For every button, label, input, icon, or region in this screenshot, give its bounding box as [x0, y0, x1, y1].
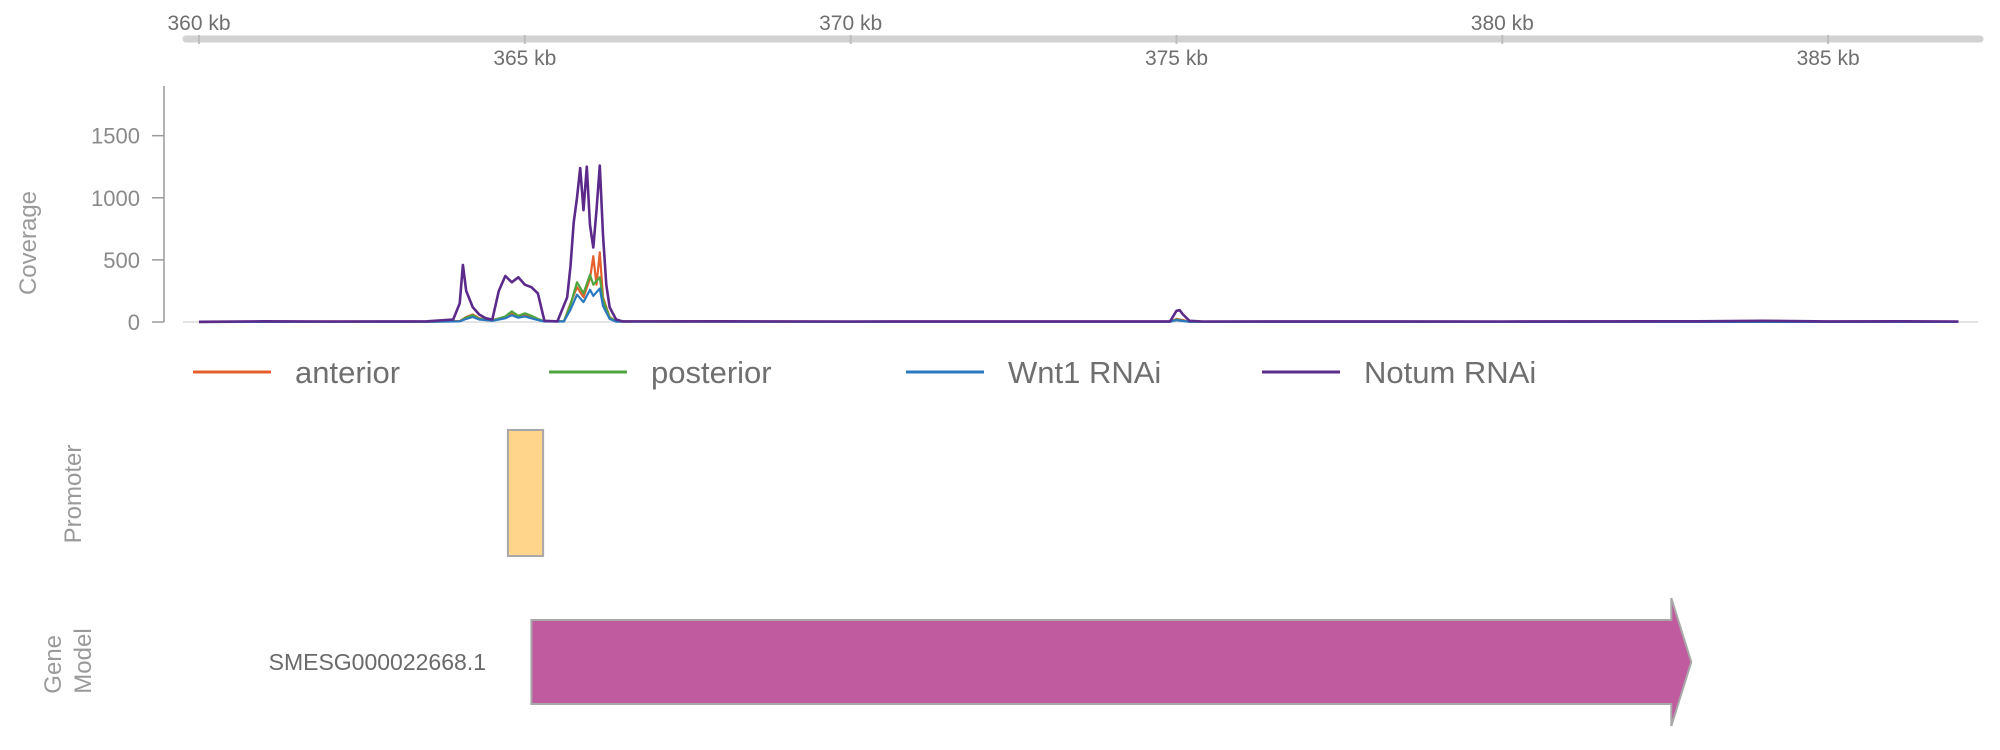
legend-label-anterior: anterior: [295, 355, 400, 390]
gene-model-label-line1: Gene: [40, 635, 67, 694]
coverage-series-anterior: [198, 251, 1959, 324]
legend: anterior posterior Wnt1 RNAi Notum RNAi: [193, 355, 1536, 390]
gene-model-label: Gene Model: [40, 628, 97, 693]
coverage-y-tick-label-1: 500: [103, 248, 140, 273]
coverage-y-tick-label-3: 1500: [91, 124, 140, 149]
coverage-series-posterior: [198, 273, 1959, 324]
genome-minor-tick-label-2: 385 kb: [1797, 47, 1860, 70]
promoter-label: Promoter: [60, 445, 87, 544]
genome-axis: 360 kb 370 kb 380 kb 365 kb 375 kb 385 kb: [168, 12, 1984, 70]
genome-minor-tick-label-0: 365 kb: [493, 47, 556, 70]
coverage-label: Coverage: [15, 191, 42, 295]
coverage-y-ticks: 0 500 1000 1500: [91, 124, 1978, 335]
promoter-region: [506, 429, 545, 557]
gene-model-label-line2: Model: [70, 628, 97, 693]
coverage-y-tick-label-0: 0: [128, 310, 140, 335]
genome-major-tick-label-2: 380 kb: [1471, 12, 1534, 35]
genome-major-tick-label-0: 360 kb: [168, 12, 231, 35]
coverage-series-wnt1-rnai: [198, 287, 1959, 324]
coverage-y-tick-label-2: 1000: [91, 186, 140, 211]
gene-model-track: Gene Model SMESG000022668.1: [40, 597, 1693, 727]
coverage-track: Coverage 0 500 1000 1500: [15, 86, 1978, 335]
promoter-track: Promoter: [60, 429, 545, 557]
coverage-series: [198, 164, 1959, 324]
coverage-series-notum-rnai: [198, 164, 1959, 324]
gene-arrow: [530, 597, 1693, 727]
genome-major-tick-label-1: 370 kb: [819, 12, 882, 35]
legend-label-notum-rnai: Notum RNAi: [1364, 355, 1536, 390]
legend-label-posterior: posterior: [651, 355, 772, 390]
gene-id-label: SMESG000022668.1: [269, 649, 486, 675]
genome-minor-tick-label-1: 375 kb: [1145, 47, 1208, 70]
legend-label-wnt1-rnai: Wnt1 RNAi: [1008, 355, 1161, 390]
